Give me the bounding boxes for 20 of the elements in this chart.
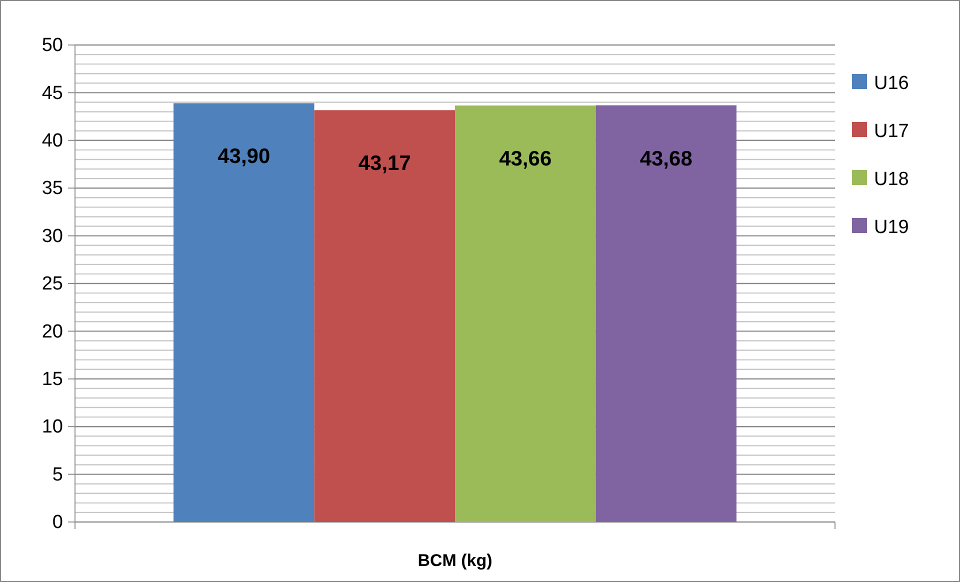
y-tick-label: 40 — [42, 130, 63, 152]
legend-label: U18 — [874, 169, 909, 190]
y-tick-label: 30 — [42, 226, 63, 247]
y-tick-label: 10 — [42, 416, 63, 438]
y-tick-label: 25 — [42, 274, 63, 295]
legend-label: U17 — [874, 121, 909, 142]
x-axis-title: BCM (kg) — [418, 551, 492, 570]
y-tick-label: 50 — [42, 35, 63, 56]
y-tick-label: 45 — [42, 82, 63, 104]
data-label: 43,66 — [499, 147, 552, 170]
y-tick-label: 35 — [42, 178, 63, 200]
y-tick-label: 5 — [52, 464, 63, 486]
data-label: 43,17 — [358, 152, 411, 176]
y-tick-label: 0 — [52, 512, 63, 534]
legend-label: U16 — [874, 73, 909, 94]
data-label: 43,68 — [640, 147, 693, 170]
y-tick-label: 20 — [42, 321, 63, 342]
legend-label: U19 — [874, 217, 909, 238]
y-tick-label: 15 — [42, 368, 63, 390]
data-label: 43,90 — [218, 145, 270, 168]
